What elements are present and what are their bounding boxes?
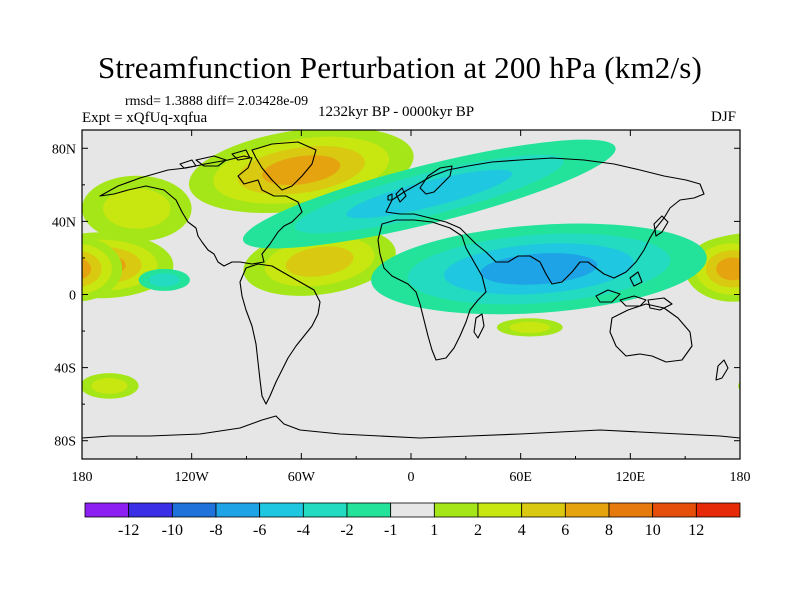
field-positive-north-atlantic-greenland — [188, 130, 414, 214]
field-positive-north-pacific — [82, 175, 192, 242]
contour-band — [82, 258, 92, 280]
lon-tick-label: 0 — [408, 470, 415, 485]
contour-band — [509, 321, 550, 333]
colorbar-label: 1 — [430, 522, 438, 539]
colorbar-label: 8 — [605, 522, 613, 539]
contour-band — [262, 155, 341, 186]
colorbar-label: -6 — [253, 522, 266, 539]
colorbar-swatch — [652, 502, 697, 518]
field-positive-south-pacific — [82, 373, 785, 399]
coastline-arctic-islands — [179, 149, 251, 169]
contour-band — [103, 188, 171, 229]
field-negative-north-atlantic-europe — [242, 139, 616, 249]
colorbar-swatch — [171, 502, 217, 518]
field-layer — [82, 130, 785, 399]
lon-tick-label: 120E — [616, 470, 646, 485]
coastline-japan — [653, 215, 669, 237]
colorbar-swatch — [477, 502, 523, 518]
lat-tick-label: 40N — [52, 215, 76, 230]
colorbar-label: 2 — [474, 522, 482, 539]
colorbar-label: 6 — [561, 522, 569, 539]
colorbar-swatch — [215, 502, 261, 518]
colorbar-label: -12 — [118, 522, 139, 539]
colorbar-label: -1 — [384, 522, 397, 539]
lon-tick-label: 60E — [509, 470, 532, 485]
lon-tick-label: 180 — [730, 470, 751, 485]
colorbar-swatch — [302, 502, 348, 518]
coastline-south-america — [239, 263, 321, 405]
coastline-eurasia — [385, 157, 705, 285]
contour-band — [346, 169, 513, 219]
contour-band — [738, 381, 740, 391]
colorbar-label: -4 — [297, 522, 310, 539]
colorbar-label: -10 — [162, 522, 183, 539]
period-label: 1232kyr BP - 0000kyr BP — [318, 104, 475, 120]
colorbar-swatch — [564, 502, 610, 518]
colorbar-swatch — [259, 502, 304, 518]
colorbar-swatch — [84, 502, 130, 518]
coastlines — [82, 141, 740, 439]
colorbar-swatch — [608, 502, 654, 518]
map-area — [82, 130, 785, 459]
season-label: DJF — [711, 109, 737, 125]
coastline-north-america — [99, 155, 303, 267]
colorbar-swatch — [521, 502, 566, 518]
stats-label: rmsd= 1.3888 diff= 2.03428e-09 — [125, 94, 309, 109]
contour-band — [82, 251, 102, 287]
lat-tick-label: 80S — [54, 435, 76, 450]
lon-tick-label: 180 — [72, 470, 93, 485]
colorbar-label: -2 — [340, 522, 353, 539]
colorbar-label: 12 — [688, 522, 704, 539]
colorbar: -12 -10 -8 -6 -4 -2 -1 1 2 4 6 8 10 12 — [84, 502, 741, 539]
coastline-maritime-continent — [595, 271, 673, 311]
map-title: Streamfunction Perturbation at 200 hPa (… — [97, 50, 703, 85]
field-positive-indian-ocean — [496, 318, 563, 337]
contour-band — [148, 273, 180, 287]
coastline-greenland — [251, 141, 317, 191]
lat-tick-label: 40S — [54, 362, 76, 377]
lat-tick-label: 0 — [69, 289, 76, 304]
colorbar-label: -8 — [209, 522, 222, 539]
colorbar-swatch — [390, 502, 435, 518]
field-negative-eastern-tropical-pacific — [138, 268, 190, 291]
coastline-australia — [609, 303, 693, 363]
colorbar-label: 4 — [518, 522, 526, 539]
coastline-new-zealand — [715, 359, 729, 381]
lat-tick-label: 80N — [52, 142, 76, 157]
colorbar-swatch — [346, 502, 392, 518]
coastline-antarctica — [82, 415, 740, 439]
colorbar-swatch — [433, 502, 479, 518]
lon-tick-label: 120W — [175, 470, 210, 485]
colorbar-label: 10 — [645, 522, 661, 539]
lon-tick-label: 60W — [288, 470, 316, 485]
contour-band — [285, 246, 354, 277]
experiment-label: Expt = xQfUq-xqfua — [82, 110, 208, 126]
colorbar-swatch — [128, 502, 173, 518]
coastline-scandinavia — [419, 165, 453, 195]
contour-band — [749, 378, 785, 394]
colorbar-swatch — [695, 502, 741, 518]
contour-band — [91, 378, 128, 394]
map-axes: 80N 40N 0 40S 80S 180 120W 60W 0 60E 120E 180 — [52, 130, 751, 485]
contour-band — [716, 257, 740, 281]
field-positive-western-pacific — [82, 236, 740, 302]
coastline-madagascar — [473, 313, 485, 339]
coastline-british-isles — [387, 187, 407, 203]
coastline-africa — [377, 219, 487, 361]
